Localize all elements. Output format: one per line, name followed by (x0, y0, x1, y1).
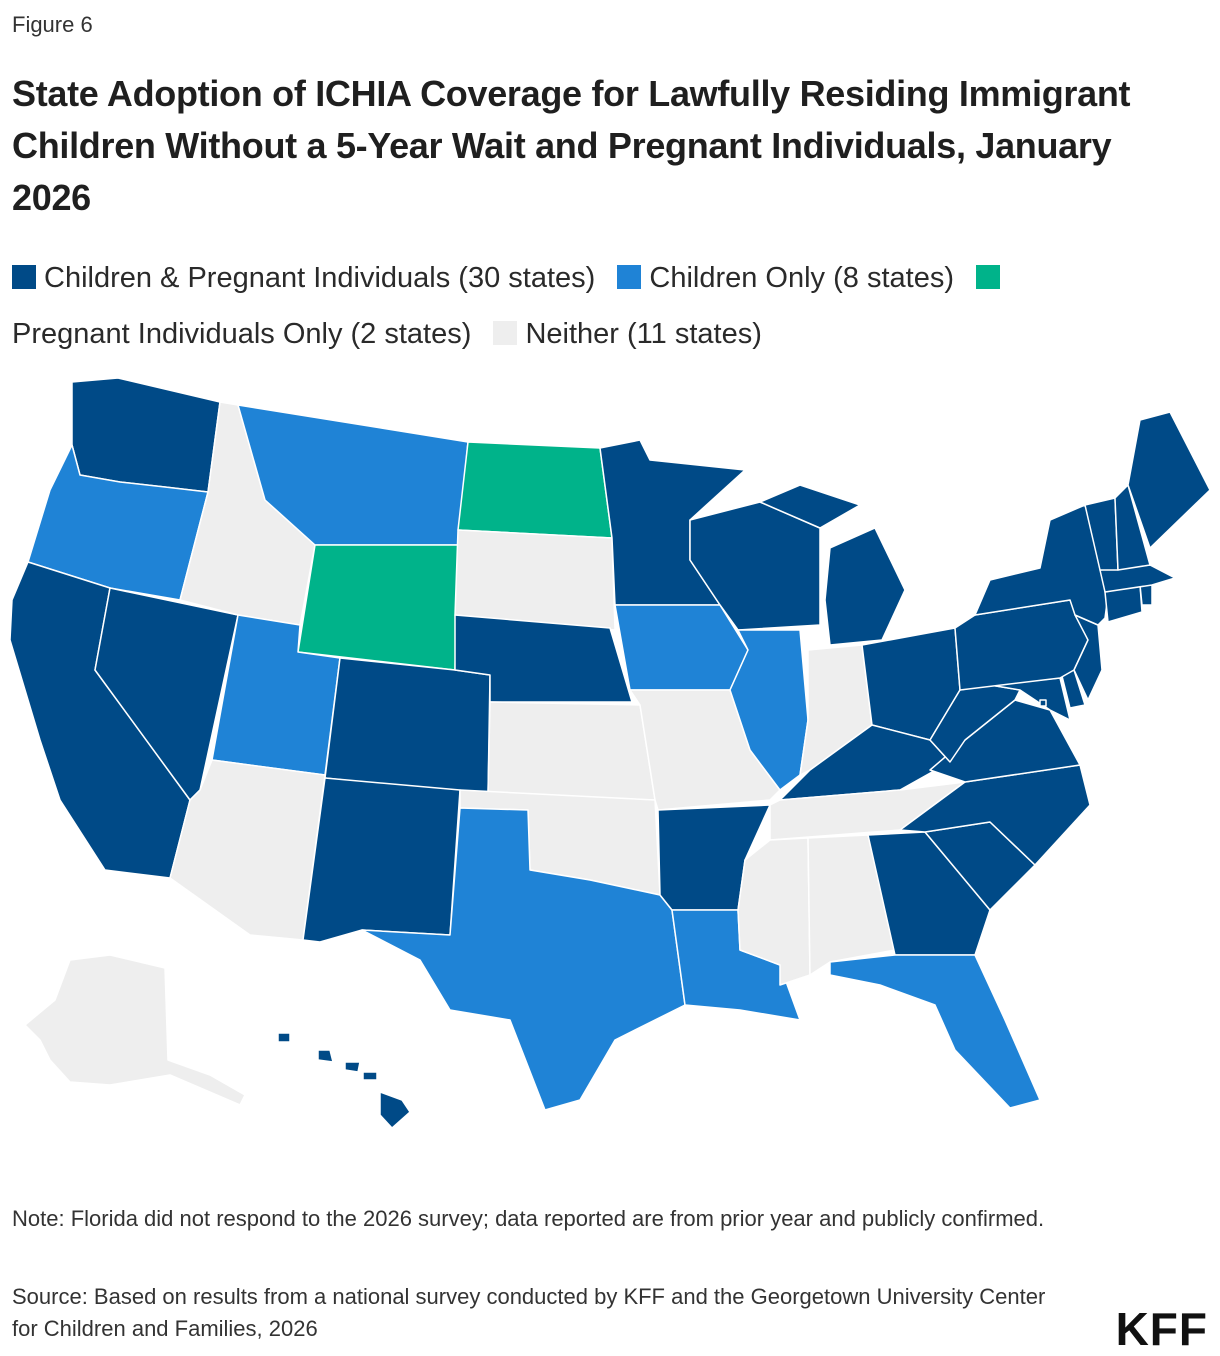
legend-swatch-neither (493, 321, 518, 345)
source-text: Source: Based on results from a national… (12, 1284, 1046, 1341)
legend-item-children[interactable]: Children Only (8 states) (617, 262, 954, 294)
note-text: Note: Florida did not respond to the 202… (12, 1206, 1045, 1231)
state-CO[interactable] (324, 657, 491, 796)
state-RI[interactable] (1139, 584, 1153, 606)
legend-label-children: Children Only (8 states) (649, 262, 954, 294)
state-DC[interactable] (1039, 699, 1047, 707)
legend: Children & Pregnant Individuals (30 stat… (12, 250, 1012, 362)
us-map (0, 365, 1220, 1155)
state-GA[interactable] (867, 831, 991, 956)
legend-label-neither: Neither (11 states) (525, 318, 762, 350)
state-HI[interactable] (277, 1032, 411, 1129)
legend-swatch-pregnant (976, 265, 1001, 289)
legend-swatch-both (12, 265, 36, 289)
us-map-svg (9, 377, 1211, 1129)
state-MI[interactable] (759, 484, 906, 646)
state-SD[interactable] (454, 529, 616, 631)
state-NM[interactable] (302, 777, 461, 943)
state-KS[interactable] (487, 701, 656, 801)
state-AL[interactable] (807, 834, 896, 976)
state-TX[interactable] (361, 807, 686, 1111)
state-IL[interactable] (729, 629, 809, 791)
kff-logo: KFF (1115, 1303, 1208, 1355)
chart-title: State Adoption of ICHIA Coverage for Law… (12, 73, 1131, 218)
legend-item-pregnant[interactable]: Pregnant Individuals Only (2 states) (12, 262, 1008, 350)
legend-label-pregnant: Pregnant Individuals Only (2 states) (12, 318, 472, 350)
state-FL[interactable] (829, 954, 1041, 1109)
legend-label-both: Children & Pregnant Individuals (30 stat… (44, 262, 596, 294)
state-WY[interactable] (297, 544, 459, 671)
state-WA[interactable] (71, 377, 221, 493)
state-ND[interactable] (457, 441, 613, 539)
legend-item-neither[interactable]: Neither (11 states) (493, 318, 762, 350)
state-ME[interactable] (1127, 411, 1211, 549)
legend-item-both[interactable]: Children & Pregnant Individuals (30 stat… (12, 262, 595, 294)
legend-swatch-children (617, 265, 642, 289)
state-NH[interactable] (1114, 484, 1151, 571)
figure-label: Figure 6 (12, 12, 93, 37)
state-AK[interactable] (24, 954, 246, 1106)
state-IA[interactable] (614, 604, 749, 691)
